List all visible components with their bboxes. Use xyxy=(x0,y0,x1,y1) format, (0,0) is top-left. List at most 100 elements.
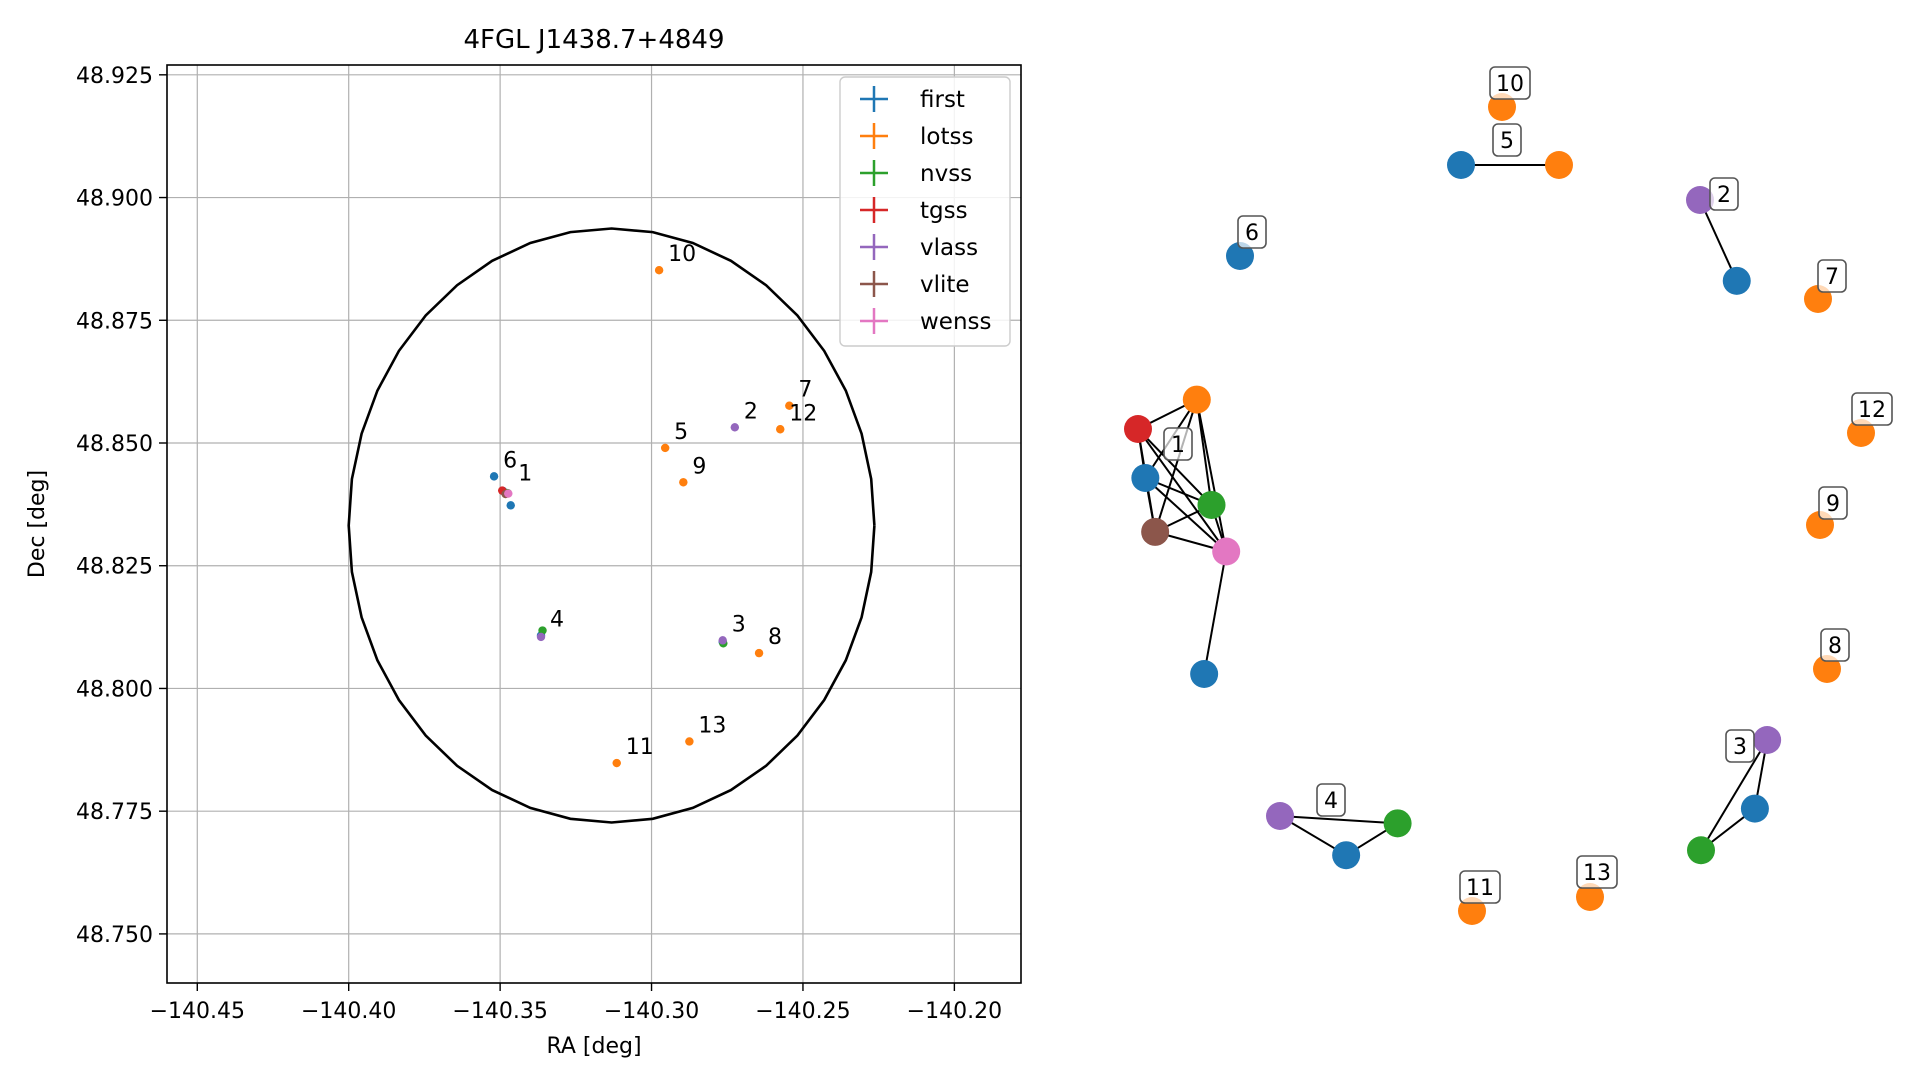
network-node-first xyxy=(1226,242,1254,270)
data-point-first xyxy=(506,501,515,510)
legend-entry-vlite: vlite xyxy=(860,271,970,298)
network-node-lotss xyxy=(1576,883,1604,911)
network-node-vlass xyxy=(1753,726,1782,754)
network-group-label: 11 xyxy=(1459,870,1501,904)
network-node-nvss xyxy=(1383,809,1412,838)
data-point-vlass xyxy=(718,636,727,645)
y-tick-label: 48.900 xyxy=(76,187,153,212)
network-group-label: 9 xyxy=(1818,486,1848,520)
network-node-lotss xyxy=(1182,385,1211,414)
network-group-label: 6 xyxy=(1237,215,1267,249)
y-tick-label: 48.850 xyxy=(76,432,153,457)
legend-label: first xyxy=(920,87,965,113)
svg-text:11: 11 xyxy=(1466,876,1494,901)
data-point-vlass xyxy=(536,632,546,642)
data-point-nvss xyxy=(538,626,547,635)
legend-box xyxy=(839,76,1011,347)
network-edge xyxy=(1700,739,1769,851)
network-node-vlite xyxy=(1141,517,1170,546)
network-group-label: 4 xyxy=(1316,783,1346,817)
network-group-label: 1 xyxy=(1163,427,1193,461)
data-point-lotss xyxy=(785,401,794,410)
svg-text:6: 6 xyxy=(1245,221,1259,246)
chart-title: 4FGL J1438.7+4849 xyxy=(464,25,725,55)
svg-text:8: 8 xyxy=(1828,634,1842,659)
network-edge xyxy=(1144,477,1227,553)
network-edge xyxy=(1699,199,1738,282)
network-edges xyxy=(1137,164,1769,857)
network-group-label: 10 xyxy=(1489,66,1531,100)
point-label: 7 xyxy=(798,378,812,403)
svg-text:2: 2 xyxy=(1717,183,1731,208)
point-label: 2 xyxy=(744,399,758,424)
error-ellipse xyxy=(347,227,876,824)
point-label: 4 xyxy=(550,607,564,632)
legend-label: tgss xyxy=(920,198,968,224)
network-edge xyxy=(1279,815,1398,825)
network-group-label: 3 xyxy=(1725,729,1755,763)
data-point-lotss xyxy=(612,758,621,768)
x-tick-label: −140.30 xyxy=(604,999,699,1024)
network-node-lotss xyxy=(1847,419,1875,447)
legend-entry-first: first xyxy=(860,86,965,113)
legend: first lotss nvss tgss vlass vlite wenss xyxy=(839,76,1011,347)
legend-entry-vlass: vlass xyxy=(860,234,978,261)
svg-text:5: 5 xyxy=(1500,129,1514,154)
data-point-lotss xyxy=(660,443,670,453)
network-node-wenss xyxy=(1212,537,1241,566)
localization-ellipse xyxy=(347,227,876,824)
network-node-first xyxy=(1447,151,1475,179)
axis-ticks: −140.45 −140.40 −140.35 −140.30 −140.25 −140.… xyxy=(76,64,1002,1024)
point-label: 6 xyxy=(503,448,517,473)
legend-label: vlite xyxy=(920,272,970,298)
svg-text:13: 13 xyxy=(1583,861,1611,886)
legend-label: wenss xyxy=(920,309,992,335)
legend-label: vlass xyxy=(920,235,978,261)
network-node-lotss xyxy=(1813,655,1841,683)
y-tick-label: 48.800 xyxy=(76,677,153,702)
svg-text:9: 9 xyxy=(1826,492,1840,517)
data-point-vlass xyxy=(730,423,740,432)
x-tick-label: −140.40 xyxy=(301,999,396,1024)
point-label: 11 xyxy=(626,735,654,760)
network-node-vlass xyxy=(1266,802,1294,830)
y-axis-label: Dec [deg] xyxy=(25,470,50,578)
network-node-lotss xyxy=(1488,93,1516,121)
legend-entry-tgss: tgss xyxy=(860,197,968,224)
network-node-nvss xyxy=(1197,490,1226,519)
network-edge xyxy=(1137,428,1228,553)
svg-text:10: 10 xyxy=(1496,72,1524,97)
data-point-lotss xyxy=(685,737,694,746)
network-node-first xyxy=(1190,660,1219,688)
network-group-label: 7 xyxy=(1817,259,1847,293)
network-node-nvss xyxy=(1687,836,1715,865)
network-node-first xyxy=(1722,266,1751,295)
y-tick-label: 48.750 xyxy=(76,923,153,948)
network-edge xyxy=(1203,551,1228,675)
network-group-label: 5 xyxy=(1492,123,1522,157)
y-tick-label: 48.825 xyxy=(76,555,153,580)
x-tick-label: −140.45 xyxy=(150,999,245,1024)
data-points xyxy=(489,266,794,768)
network-node-vlass xyxy=(1686,186,1714,214)
point-label: 5 xyxy=(674,420,688,445)
x-tick-label: −140.20 xyxy=(907,999,1002,1024)
data-point-lotss xyxy=(754,648,764,658)
network-node-lotss xyxy=(1545,151,1573,179)
y-tick-label: 48.775 xyxy=(76,800,153,825)
x-tick-label: −140.35 xyxy=(452,999,547,1024)
svg-text:4: 4 xyxy=(1324,789,1338,814)
network-group-label: 13 xyxy=(1576,855,1618,889)
x-axis-label: RA [deg] xyxy=(546,1034,641,1059)
legend-entry-nvss: nvss xyxy=(860,160,972,187)
network-node-first xyxy=(1740,794,1769,823)
network-group-label: 8 xyxy=(1820,628,1850,662)
point-label: 8 xyxy=(768,625,782,650)
network-group-label: 2 xyxy=(1709,177,1739,211)
y-tick-label: 48.925 xyxy=(76,64,153,89)
